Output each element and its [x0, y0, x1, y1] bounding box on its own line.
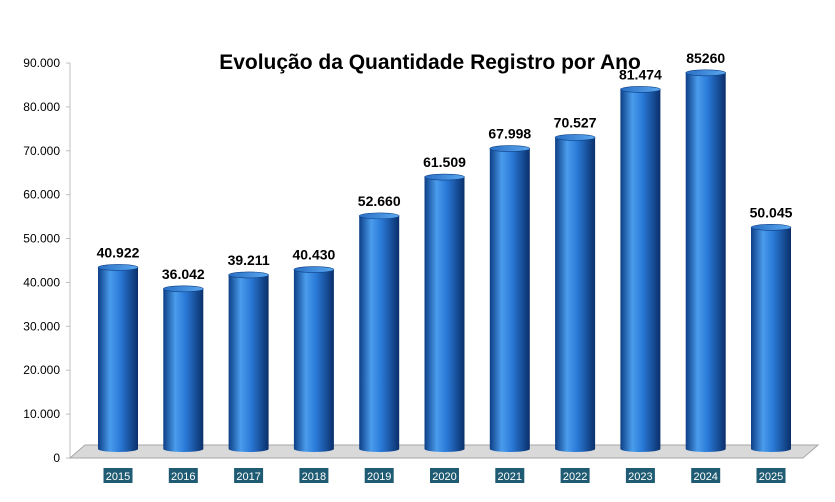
bar: [554, 134, 596, 452]
data-label: 50.045: [750, 204, 793, 220]
bars: [97, 69, 792, 453]
x-tick-label: 2022: [563, 471, 587, 483]
x-tick-label-bg: [756, 468, 786, 483]
bar: [358, 212, 400, 452]
x-tick-label: 2024: [693, 471, 717, 483]
y-tick-label: 0: [53, 451, 60, 465]
x-tick-label-bg: [364, 468, 394, 483]
x-tick-label: 2025: [759, 471, 783, 483]
x-tick-label-bg: [560, 468, 590, 483]
bar: [685, 69, 727, 452]
x-tick: 2019: [364, 468, 394, 483]
data-label: 40.922: [97, 244, 140, 260]
x-tick-label-bg: [691, 468, 721, 483]
x-tick: 2016: [168, 468, 198, 483]
data-label: 36.042: [162, 266, 205, 282]
bar: [620, 86, 661, 452]
x-tick: 2024: [691, 468, 721, 483]
bar-top: [554, 134, 596, 141]
bar-top: [424, 173, 465, 181]
x-tick: 2023: [625, 468, 655, 483]
y-tick-label: 20.000: [23, 363, 60, 377]
bar-body: [424, 177, 465, 453]
bar-top: [97, 264, 139, 271]
x-tick: 2022: [560, 468, 590, 483]
bar: [293, 266, 335, 452]
data-label: 67.998: [488, 126, 531, 142]
bar-body: [489, 148, 530, 452]
y-tick-label: 60.000: [23, 188, 60, 202]
bar-body: [163, 288, 204, 452]
bar-body: [359, 215, 400, 452]
bar-body: [293, 269, 334, 452]
x-tick-label: 2020: [432, 471, 456, 483]
data-label: 85260: [686, 50, 725, 66]
data-label: 40.430: [292, 247, 335, 263]
bar-top: [685, 69, 727, 77]
bar: [750, 224, 792, 452]
bar: [163, 285, 204, 452]
bar-top: [489, 145, 531, 152]
bar-body: [685, 72, 726, 452]
bar-top: [750, 224, 792, 231]
x-tick-label-bg: [495, 468, 525, 483]
bar-top: [163, 285, 204, 293]
y-tick-label: 50.000: [23, 232, 60, 246]
x-tick: 2015: [103, 468, 133, 483]
x-tick-label: 2019: [367, 471, 391, 483]
bar-top: [293, 266, 335, 273]
x-tick-label: 2018: [302, 471, 326, 483]
y-tick-label: 40.000: [23, 275, 60, 289]
data-label: 52.660: [358, 193, 401, 209]
x-tick-label-bg: [103, 468, 133, 483]
x-tick: 2017: [234, 468, 264, 483]
bar: [424, 173, 465, 453]
y-tick-label: 80.000: [23, 100, 60, 114]
bar: [97, 264, 139, 452]
x-tick-label-bg: [625, 468, 655, 483]
bar-body: [620, 89, 661, 452]
y-axis: 0 10.000 20.000 30.000 40.000 50.000 60.000 70.…: [23, 56, 71, 465]
bar-top: [620, 86, 661, 93]
x-tick-label-bg: [168, 468, 198, 483]
x-tick: 2020: [430, 468, 459, 483]
x-tick: 2025: [756, 468, 786, 483]
bar: [489, 145, 531, 452]
data-label: 39.211: [228, 252, 270, 268]
x-tick-label: 2016: [171, 471, 195, 483]
y-tick-label: 70.000: [23, 144, 60, 158]
x-tick: 2021: [495, 468, 525, 483]
x-tick: 2018: [299, 468, 329, 483]
y-tick-label: 30.000: [23, 319, 60, 333]
x-tick-label: 2015: [106, 471, 130, 483]
x-tick-label-bg: [234, 468, 264, 483]
x-tick-label: 2023: [628, 471, 652, 483]
bar-top: [358, 212, 400, 220]
x-tick-label-bg: [430, 468, 459, 483]
y-tick-label: 90.000: [23, 56, 60, 70]
data-labels: 40.922 36.042 39.211 40.430 52.660 61.509 67.9…: [97, 50, 793, 282]
chart-title: Evolução da Quantidade Registro por Ano: [219, 51, 641, 74]
bar-body: [228, 274, 269, 452]
data-label: 81.474: [619, 66, 662, 82]
bar-top: [228, 271, 269, 279]
data-label: 70.527: [554, 114, 597, 130]
x-tick-label: 2021: [498, 471, 522, 483]
data-label: 61.509: [423, 154, 466, 170]
x-tick-label-bg: [299, 468, 329, 483]
bar: [228, 271, 269, 452]
x-tick-label: 2017: [236, 471, 260, 483]
bar-body: [751, 227, 791, 452]
y-tick-label: 10.000: [23, 407, 60, 421]
x-axis: 2015 2016 2017 2018 2019 2020 2021 2022 2023 2024…: [103, 468, 786, 483]
bar-body: [555, 137, 596, 452]
bar-body: [98, 267, 138, 452]
